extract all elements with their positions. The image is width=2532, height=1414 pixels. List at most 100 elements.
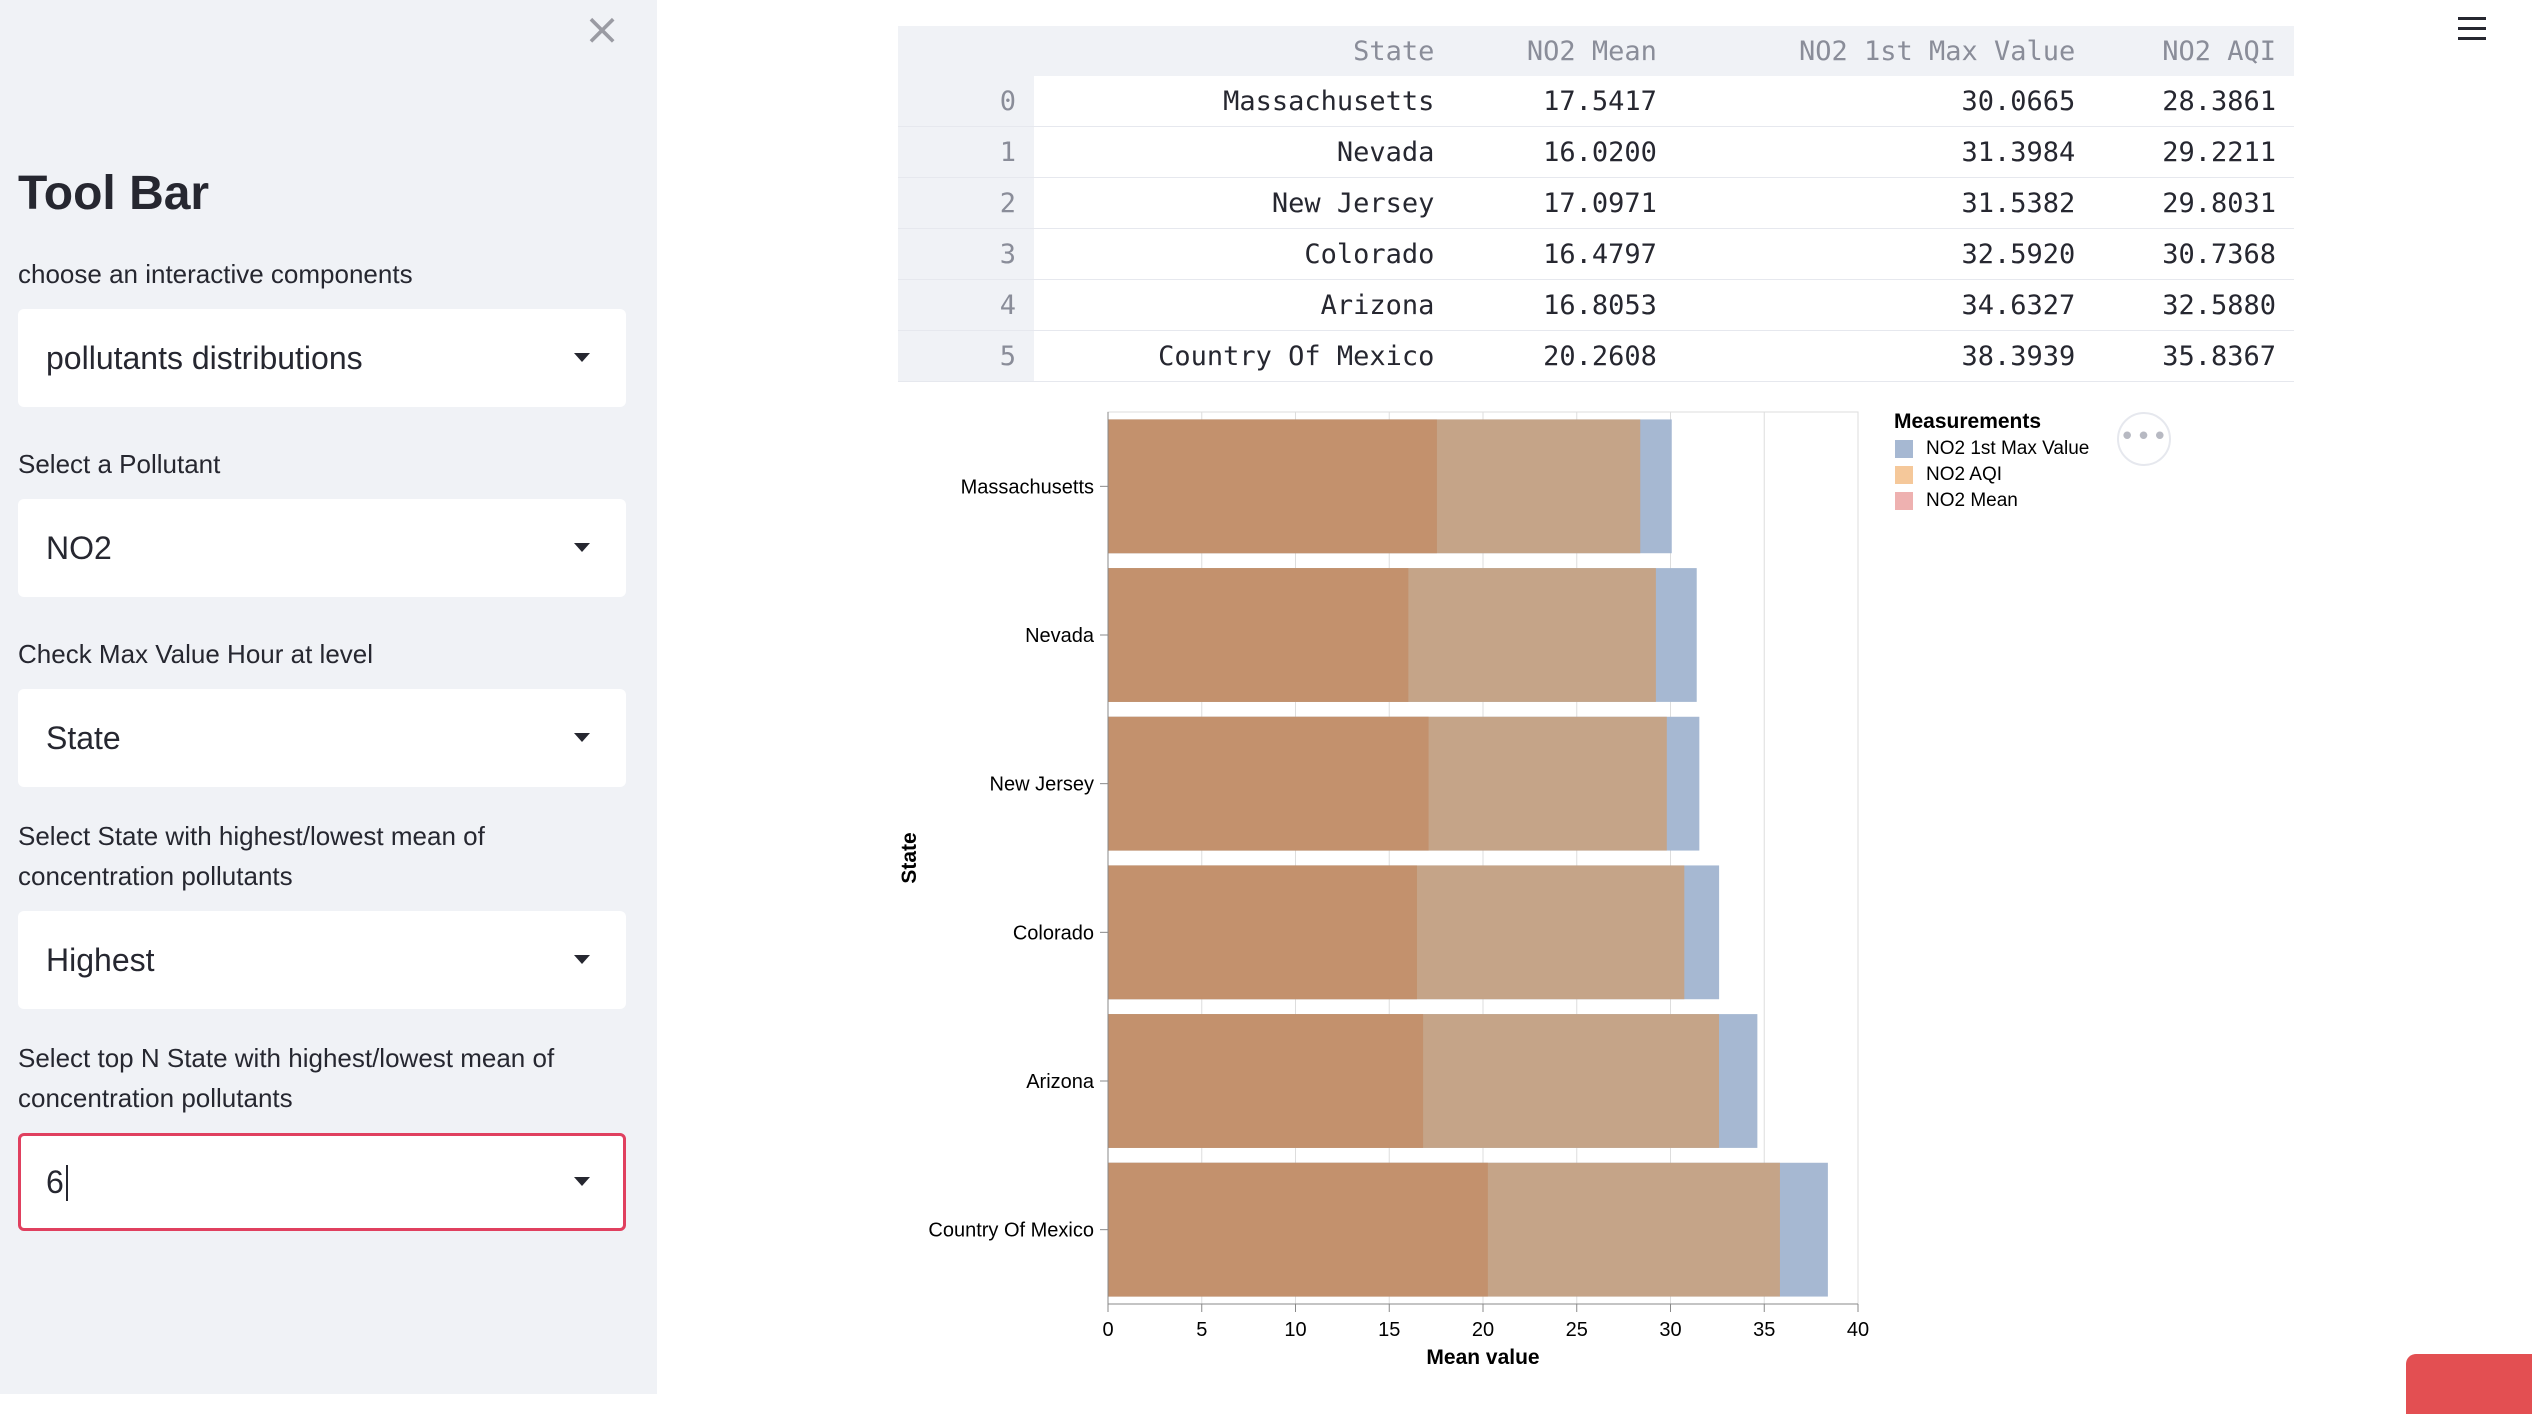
x-axis-title: Mean value xyxy=(1426,1346,1539,1369)
x-tick-label: 40 xyxy=(1847,1319,1869,1341)
table-cell: Massachusetts xyxy=(1034,76,1453,127)
highest-lowest-select-value: Highest xyxy=(46,942,155,978)
table-cell: 16.8053 xyxy=(1452,279,1675,331)
chevron-down-icon xyxy=(574,733,590,742)
level-select-value: State xyxy=(46,720,121,756)
table-cell: Colorado xyxy=(1034,228,1453,280)
bar xyxy=(1108,716,1429,851)
legend-title: Measurements xyxy=(1894,410,2041,433)
table-cell: 31.5382 xyxy=(1674,177,2094,229)
bar xyxy=(1108,419,1437,554)
table-row: 0 Massachusetts 17.5417 30.0665 28.3861 xyxy=(898,76,2294,127)
y-tick-label: New Jersey xyxy=(990,774,1094,796)
bar xyxy=(1108,1162,1488,1297)
app-badge[interactable] xyxy=(2406,1354,2532,1414)
table-cell: Country Of Mexico xyxy=(1034,330,1453,382)
table-row: 2 New Jersey 17.0971 31.5382 29.8031 xyxy=(898,177,2294,229)
legend-swatch xyxy=(1895,440,1913,458)
table-cell: 16.0200 xyxy=(1452,126,1675,178)
row-index: 0 xyxy=(898,76,1034,127)
y-tick-label: Nevada xyxy=(1025,625,1095,647)
x-tick-label: 25 xyxy=(1566,1319,1588,1341)
x-tick-label: 20 xyxy=(1472,1319,1494,1341)
row-index: 1 xyxy=(898,126,1034,178)
level-select[interactable]: State xyxy=(18,689,626,787)
index-header xyxy=(898,26,1034,76)
table-cell: New Jersey xyxy=(1034,177,1453,229)
table-cell: 29.8031 xyxy=(2093,177,2294,229)
bar xyxy=(1108,568,1409,702)
table-cell: 35.8367 xyxy=(2093,330,2294,382)
table-cell: 38.3939 xyxy=(1674,330,2094,382)
table-cell: 29.2211 xyxy=(2093,126,2294,178)
y-tick-label: Colorado xyxy=(1013,922,1094,944)
level-select-label: Check Max Value Hour at level xyxy=(18,639,374,669)
x-tick-label: 30 xyxy=(1659,1319,1681,1341)
top-n-select-value[interactable]: 6 xyxy=(46,1136,68,1228)
table-cell: 30.0665 xyxy=(1674,76,2094,127)
y-tick-label: Massachusetts xyxy=(961,476,1094,498)
pollutant-select-label: Select a Pollutant xyxy=(18,449,221,479)
column-header[interactable]: NO2 Mean xyxy=(1452,26,1675,76)
legend-label: NO2 Mean xyxy=(1926,490,2018,511)
legend-swatch xyxy=(1895,492,1913,510)
y-tick-label: Arizona xyxy=(1026,1071,1095,1093)
column-header[interactable]: NO2 1st Max Value xyxy=(1674,26,2094,76)
y-axis-title: State xyxy=(898,832,921,883)
data-table: State NO2 Mean NO2 1st Max Value NO2 AQI… xyxy=(898,26,2294,382)
table-cell: 32.5880 xyxy=(2093,279,2294,331)
chevron-down-icon xyxy=(574,543,590,552)
highest-lowest-select-label: Select State with highest/lowest mean of… xyxy=(18,821,485,891)
legend-label: NO2 AQI xyxy=(1926,464,2002,485)
row-index: 2 xyxy=(898,177,1034,229)
table-cell: 32.5920 xyxy=(1674,228,2094,280)
component-select-value: pollutants distributions xyxy=(46,340,363,376)
text-cursor xyxy=(65,1164,68,1201)
table-row: 1 Nevada 16.0200 31.3984 29.2211 xyxy=(898,126,2294,178)
row-index: 3 xyxy=(898,228,1034,280)
top-n-value-text: 6 xyxy=(46,1164,64,1200)
pollutant-select-value: NO2 xyxy=(46,530,112,566)
y-tick-label: Country Of Mexico xyxy=(928,1220,1094,1242)
chevron-down-icon xyxy=(574,955,590,964)
top-n-select[interactable]: 6 xyxy=(18,1133,626,1231)
pollutant-select[interactable]: NO2 xyxy=(18,499,626,597)
close-icon[interactable]: × xyxy=(583,4,621,55)
row-index: 5 xyxy=(898,330,1034,382)
x-tick-label: 35 xyxy=(1753,1319,1775,1341)
table-cell: 20.2608 xyxy=(1452,330,1675,382)
component-select[interactable]: pollutants distributions xyxy=(18,309,626,407)
table-cell: 30.7368 xyxy=(2093,228,2294,280)
highest-lowest-select[interactable]: Highest xyxy=(18,911,626,1009)
bar xyxy=(1108,865,1417,1000)
x-tick-label: 10 xyxy=(1284,1319,1306,1341)
table-cell: Nevada xyxy=(1034,126,1453,178)
column-header[interactable]: State xyxy=(1034,26,1453,76)
legend-swatch xyxy=(1895,466,1913,484)
table-row: 3 Colorado 16.4797 32.5920 30.7368 xyxy=(898,228,2294,280)
top-n-select-label: Select top N State with highest/lowest m… xyxy=(18,1043,555,1113)
legend-label: NO2 1st Max Value xyxy=(1926,438,2089,459)
measurements-bar-chart: 0 5 10 15 20 25 30 35 40 Massachusetts Nevada New J… xyxy=(898,410,2089,1369)
column-header[interactable]: NO2 AQI xyxy=(2093,26,2294,76)
bar xyxy=(1108,1014,1424,1148)
table-cell: 17.5417 xyxy=(1452,76,1675,127)
x-tick-label: 5 xyxy=(1196,1319,1207,1341)
hamburger-icon[interactable] xyxy=(2458,14,2488,44)
more-options-icon[interactable]: ••• xyxy=(2117,412,2171,466)
table-cell: 17.0971 xyxy=(1452,177,1675,229)
table-cell: 28.3861 xyxy=(2093,76,2294,127)
table-cell: 16.4797 xyxy=(1452,228,1675,280)
x-tick-label: 15 xyxy=(1378,1319,1400,1341)
sidebar: × Tool Bar choose an interactive compone… xyxy=(0,0,657,1394)
chevron-down-icon xyxy=(574,1177,590,1186)
table-row: 4 Arizona 16.8053 34.6327 32.5880 xyxy=(898,279,2294,331)
table-row: 5 Country Of Mexico 20.2608 38.3939 35.8… xyxy=(898,330,2294,382)
row-index: 4 xyxy=(898,279,1034,331)
chevron-down-icon xyxy=(574,353,590,362)
table-cell: 34.6327 xyxy=(1674,279,2094,331)
x-tick-label: 0 xyxy=(1102,1319,1113,1341)
sidebar-title: Tool Bar xyxy=(18,167,210,220)
component-select-label: choose an interactive components xyxy=(18,259,413,289)
table-cell: 31.3984 xyxy=(1674,126,2094,178)
